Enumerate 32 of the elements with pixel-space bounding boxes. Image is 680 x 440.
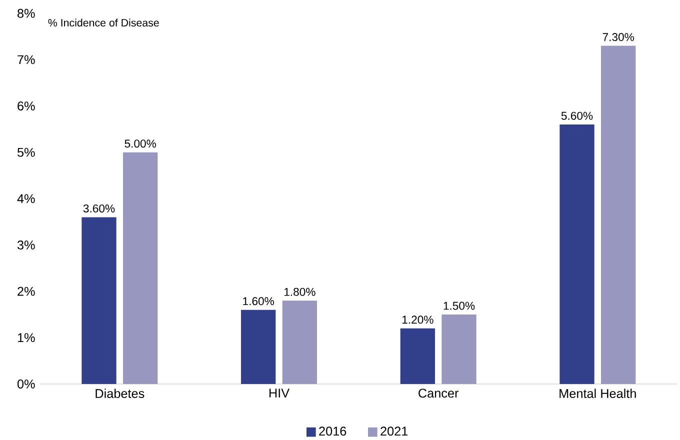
x-tick-label: Mental Health [560, 388, 636, 398]
data-label: 7.30% [602, 33, 634, 42]
y-tick-label: 7% [18, 55, 35, 64]
bar [241, 310, 276, 384]
legend-label: 2016 [319, 426, 346, 436]
data-label: 1.60% [243, 297, 274, 306]
bar [123, 152, 158, 384]
y-tick-label: 2% [18, 286, 35, 296]
data-label: 1.20% [402, 316, 434, 324]
x-tick-label: Cancer [418, 388, 459, 398]
data-label: 5.00% [124, 140, 156, 148]
bar [601, 46, 636, 384]
bar [400, 328, 435, 384]
x-tick-label: HIV [269, 388, 290, 398]
y-tick-label: 3% [17, 240, 35, 250]
data-label: 5.60% [561, 112, 593, 120]
data-label: 3.60% [83, 204, 115, 212]
data-label: 1.50% [444, 302, 475, 310]
y-tick-label: 4% [17, 194, 35, 204]
data-label: 1.80% [284, 288, 316, 296]
bar [442, 314, 476, 384]
bar [282, 300, 318, 384]
y-tick-label: 5% [17, 148, 35, 157]
y-tick-label: 0% [17, 380, 35, 388]
legend-label: 2021 [380, 426, 408, 436]
bar [560, 124, 594, 384]
y-axis-title: % Incidence of Disease [48, 18, 159, 27]
y-tick-label: 6% [18, 102, 35, 110]
y-tick-label: 8% [18, 8, 35, 18]
bar [82, 217, 116, 384]
x-tick-label: Diabetes [96, 388, 144, 398]
y-tick-label: 1% [18, 333, 35, 342]
